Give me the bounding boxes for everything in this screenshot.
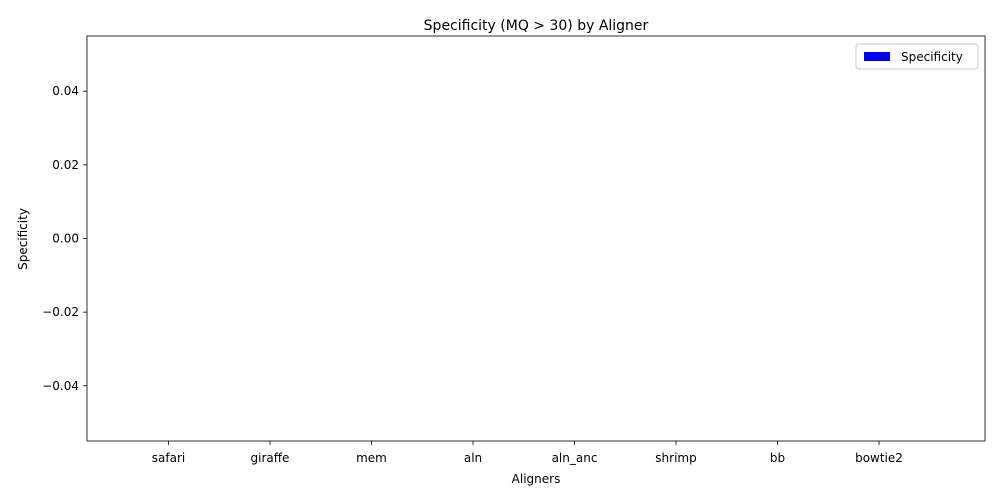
x-tick-label: safari	[152, 451, 185, 465]
y-tick-label: −0.02	[42, 305, 79, 319]
y-tick-label: 0.00	[52, 232, 79, 246]
x-tick-label: giraffe	[251, 451, 290, 465]
legend-swatch	[864, 52, 890, 61]
x-tick-label: aln	[464, 451, 482, 465]
y-tick-label: −0.04	[42, 379, 79, 393]
y-axis-label: Specificity	[16, 208, 30, 270]
plot-area: safari giraffe mem aln aln_anc shrimp bb bowtie…	[42, 35, 986, 465]
legend-box	[855, 43, 979, 70]
legend: Specificity	[855, 43, 979, 70]
legend-label: Specificity	[901, 50, 963, 64]
axes-frame	[86, 35, 986, 442]
x-tick-label: shrimp	[655, 451, 696, 465]
x-tick-label: bb	[770, 451, 785, 465]
x-tick-label: aln_anc	[552, 451, 598, 465]
y-tick-label: 0.04	[52, 84, 79, 98]
x-axis-label: Aligners	[512, 472, 561, 486]
x-tick-label: bowtie2	[855, 451, 903, 465]
x-tick-label: mem	[356, 451, 387, 465]
y-tick-label: 0.02	[52, 158, 79, 172]
chart-title: Specificity (MQ > 30) by Aligner	[424, 18, 649, 34]
